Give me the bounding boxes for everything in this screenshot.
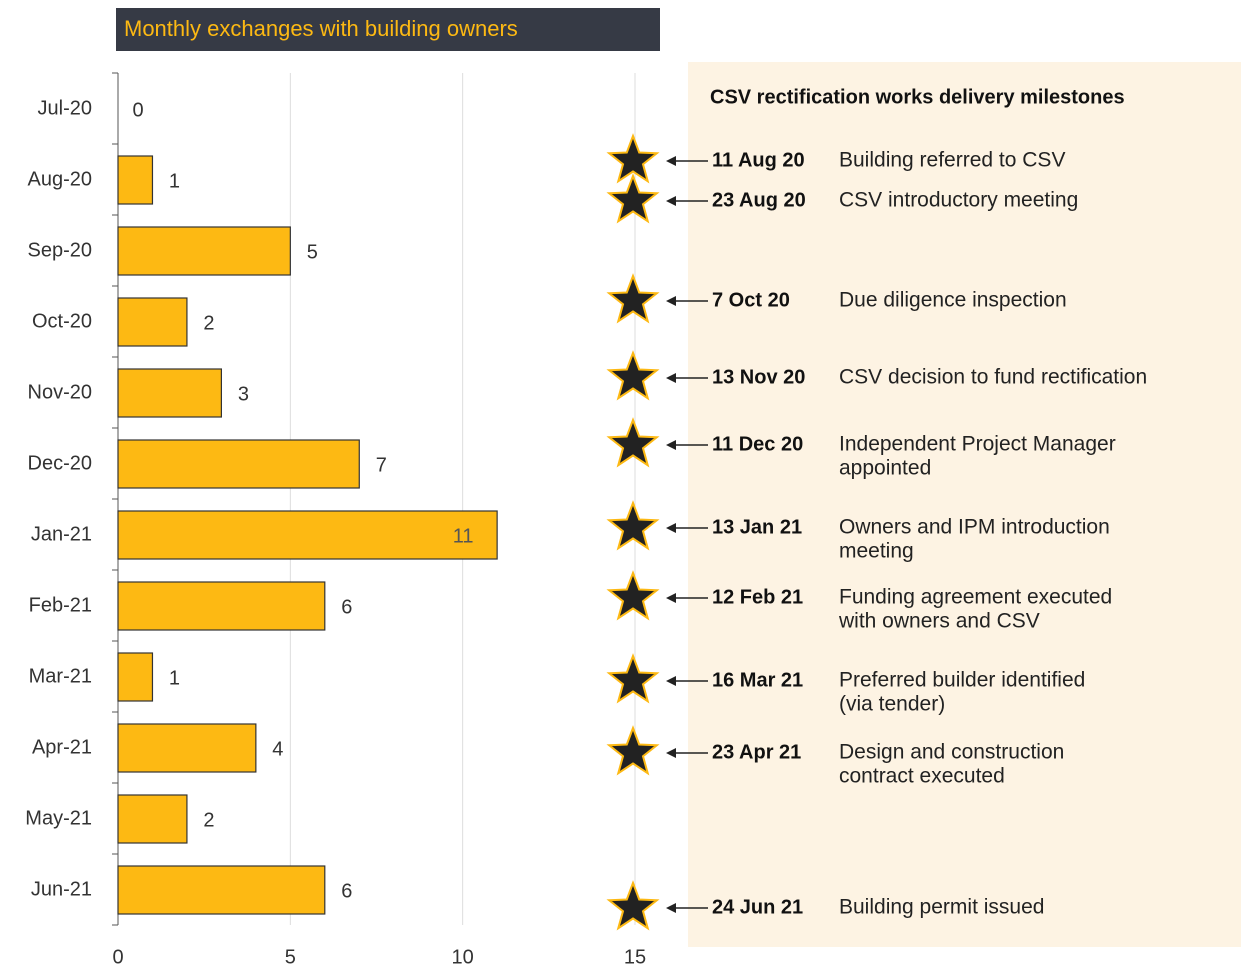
- y-tick-label: Jul-20: [38, 97, 92, 119]
- milestone-panel: [688, 62, 1241, 947]
- milestone-text: Design and construction: [839, 741, 1064, 764]
- value-label: 4: [272, 738, 283, 760]
- milestone-date: 13 Nov 20: [712, 366, 805, 388]
- y-tick-label: Jan-21: [31, 523, 92, 545]
- value-label: 11: [453, 525, 474, 547]
- bar: [117, 723, 257, 773]
- chart-title: Monthly exchanges with building owners: [124, 16, 518, 41]
- milestone-title: CSV rectification works delivery milesto…: [710, 86, 1125, 108]
- bar: [117, 155, 154, 205]
- star: [606, 880, 660, 931]
- value-label: 6: [341, 596, 352, 618]
- milestone-text: Independent Project Manager: [839, 433, 1116, 456]
- milestone-text: meeting: [839, 540, 914, 563]
- x-tick-label: 5: [285, 946, 296, 967]
- milestone-text: (via tender): [839, 693, 945, 716]
- y-tick-label: Nov-20: [28, 381, 92, 403]
- y-tick-label: Feb-21: [29, 594, 92, 616]
- star: [606, 500, 660, 551]
- milestone-text: CSV introductory meeting: [839, 189, 1078, 212]
- arrow-head: [666, 296, 676, 306]
- y-tick-label: Sep-20: [28, 239, 93, 261]
- milestone-date: 13 Jan 21: [712, 516, 802, 538]
- bar: [117, 794, 188, 844]
- value-label: 0: [132, 99, 143, 121]
- bar: [117, 865, 326, 915]
- bar: [117, 652, 154, 702]
- value-label: 2: [203, 809, 214, 831]
- star: [606, 725, 660, 776]
- milestone-text: Due diligence inspection: [839, 289, 1067, 312]
- arrow-head: [666, 196, 676, 206]
- milestone-date: 11 Aug 20: [712, 149, 805, 171]
- y-tick-label: Aug-20: [28, 168, 93, 190]
- milestone-text: appointed: [839, 457, 931, 480]
- star: [606, 350, 660, 401]
- milestone-date: 23 Apr 21: [712, 741, 801, 763]
- milestone-text: Building referred to CSV: [839, 149, 1065, 172]
- value-label: 5: [307, 241, 318, 263]
- arrow-head: [666, 676, 676, 686]
- milestone-text: Building permit issued: [839, 896, 1044, 919]
- star: [606, 570, 660, 621]
- star: [606, 133, 660, 184]
- arrow-head: [666, 748, 676, 758]
- value-label: 6: [341, 880, 352, 902]
- x-tick-label: 0: [112, 946, 123, 967]
- y-tick-label: Jun-21: [31, 878, 92, 900]
- milestone-text: contract executed: [839, 765, 1005, 788]
- x-tick-label: 10: [452, 946, 474, 967]
- star: [606, 273, 660, 324]
- value-label: 1: [169, 667, 180, 689]
- arrow-head: [666, 523, 676, 533]
- arrow-head: [666, 903, 676, 913]
- milestone-text: Funding agreement executed: [839, 586, 1112, 609]
- milestone-text: with owners and CSV: [838, 610, 1040, 633]
- star: [606, 417, 660, 468]
- bar: [117, 581, 326, 631]
- milestone-date: 11 Dec 20: [712, 433, 803, 455]
- milestone-date: 7 Oct 20: [712, 289, 790, 311]
- value-label: 7: [376, 454, 387, 476]
- arrow-head: [666, 593, 676, 603]
- star: [606, 653, 660, 704]
- y-tick-label: Apr-21: [32, 736, 92, 758]
- milestone-date: 12 Feb 21: [712, 586, 803, 608]
- title-box: [116, 8, 660, 51]
- bar: [117, 297, 188, 347]
- arrow-head: [666, 440, 676, 450]
- y-tick-label: Dec-20: [28, 452, 92, 474]
- milestone-text: Owners and IPM introduction: [839, 516, 1110, 539]
- bar: [117, 439, 360, 489]
- milestone-date: 23 Aug 20: [712, 189, 806, 211]
- milestone-date: 16 Mar 21: [712, 669, 803, 691]
- value-label: 3: [238, 383, 249, 405]
- x-tick-label: 15: [624, 946, 646, 967]
- y-tick-label: May-21: [25, 807, 92, 829]
- milestone-text: Preferred builder identified: [839, 669, 1085, 692]
- value-label: 2: [203, 312, 214, 334]
- value-label: 1: [169, 170, 180, 192]
- y-tick-label: Mar-21: [29, 665, 92, 687]
- milestone-date: 24 Jun 21: [712, 896, 803, 918]
- bar: [117, 226, 291, 276]
- milestone-text: CSV decision to fund rectification: [839, 366, 1147, 389]
- bar: [117, 368, 223, 418]
- bar: [117, 510, 498, 560]
- arrow-head: [666, 373, 676, 383]
- arrow-head: [666, 156, 676, 166]
- star: [606, 173, 660, 224]
- y-tick-label: Oct-20: [32, 310, 92, 332]
